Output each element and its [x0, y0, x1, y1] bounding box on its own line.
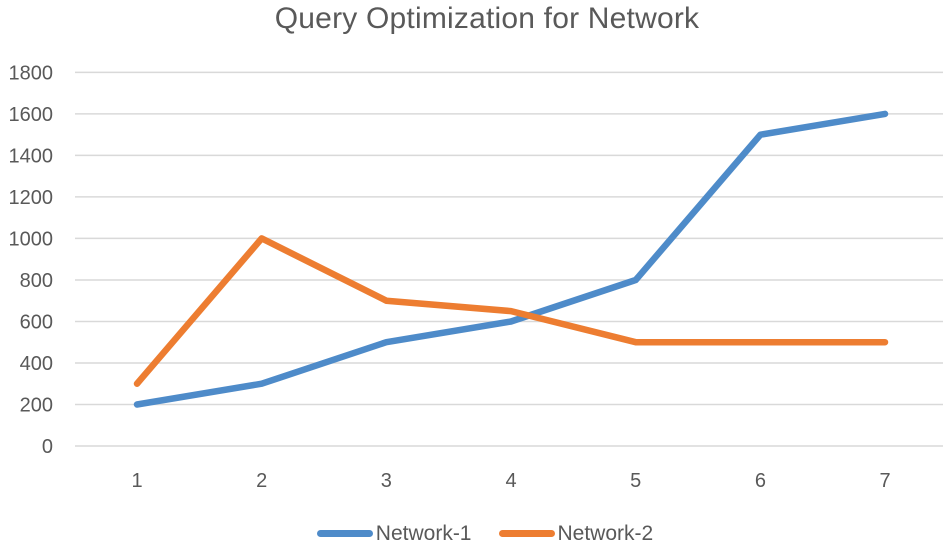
x-axis-tick-label: 7	[879, 470, 890, 492]
x-axis-tick-label: 3	[381, 470, 392, 492]
series-line-network-1	[133, 110, 889, 408]
legend-item-network-2: Network-2	[498, 521, 654, 545]
legend-item-network-1: Network-1	[316, 521, 472, 545]
x-axis-tick-label: 6	[755, 470, 766, 492]
y-axis-tick-label: 600	[20, 312, 53, 334]
legend-label-network-1: Network-1	[375, 521, 472, 545]
x-axis-tick-label: 1	[131, 470, 142, 492]
y-axis-tick-label: 1200	[9, 187, 54, 209]
y-axis-tick-label: 0	[42, 436, 53, 458]
chart-title: Query Optimization for Network	[274, 2, 700, 35]
y-axis-tick-label: 200	[20, 395, 53, 417]
y-axis-tick-label: 1800	[9, 62, 54, 84]
y-axis-tick-label: 400	[20, 353, 53, 375]
series-line-network-2	[133, 235, 889, 387]
legend-swatch-network-2	[498, 529, 555, 537]
legend-label-network-2: Network-2	[557, 521, 654, 545]
y-axis-tick-label: 1400	[9, 145, 54, 167]
y-axis-tick-label: 1000	[9, 228, 54, 250]
x-axis-tick-label: 5	[630, 470, 641, 492]
x-axis-tick-label: 4	[505, 470, 516, 492]
y-axis-tick-label: 1600	[9, 104, 54, 126]
legend-swatch-network-1	[316, 529, 373, 537]
legend: Network-1 Network-2	[20, 520, 950, 546]
y-axis-tick-label: 800	[20, 270, 53, 292]
x-axis-tick-label: 2	[256, 470, 267, 492]
